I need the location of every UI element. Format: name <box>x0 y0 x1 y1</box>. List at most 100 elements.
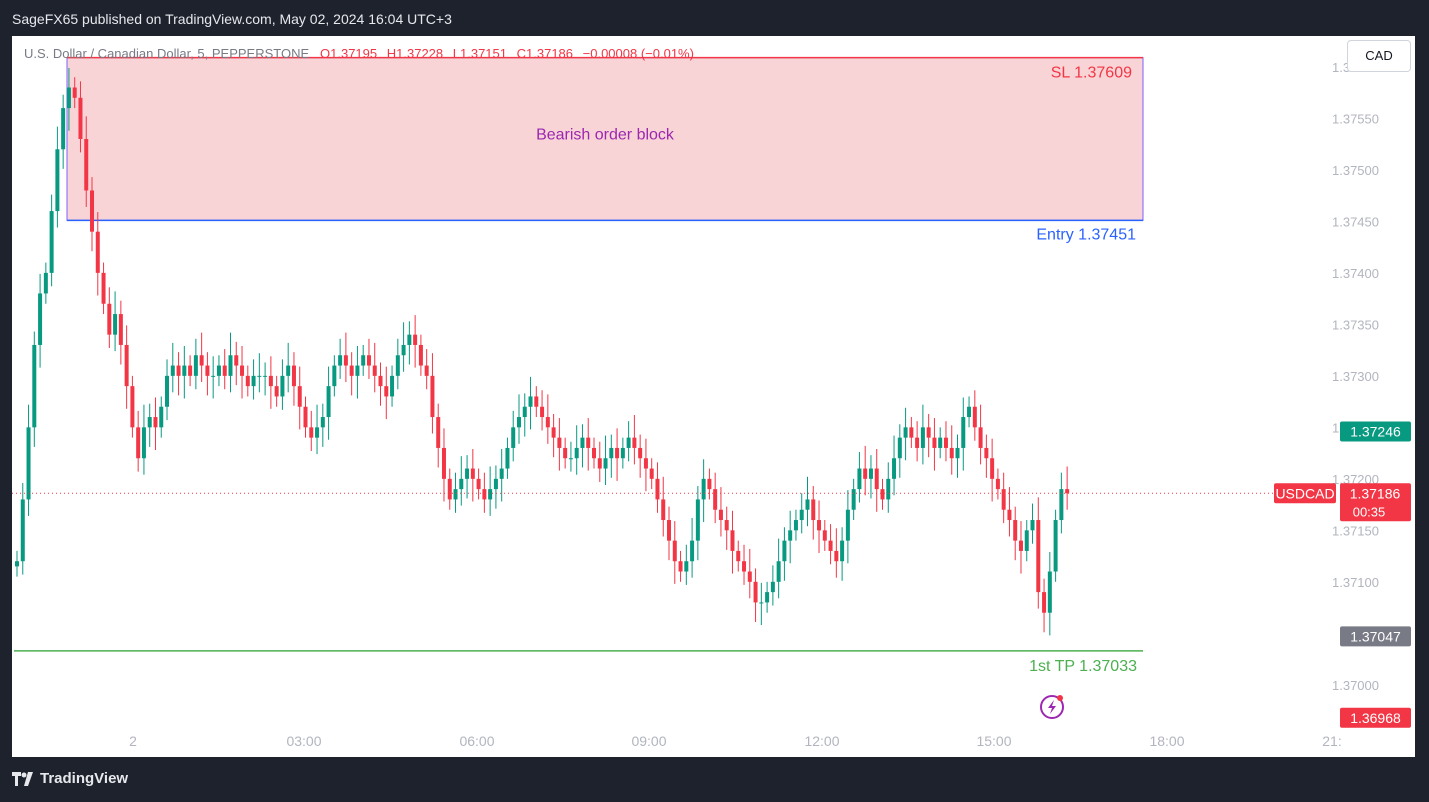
candle-body[interactable] <box>395 355 400 376</box>
candle-body[interactable] <box>245 375 250 387</box>
candle-body[interactable] <box>303 406 308 428</box>
candle-body[interactable] <box>742 561 747 572</box>
candle-body[interactable] <box>361 355 366 366</box>
candle-body[interactable] <box>1047 571 1052 613</box>
candle-body[interactable] <box>620 447 625 459</box>
candle-body[interactable] <box>95 231 100 273</box>
candle-body[interactable] <box>892 458 897 479</box>
candle-body[interactable] <box>534 396 539 407</box>
candle-body[interactable] <box>805 499 810 510</box>
candle-body[interactable] <box>297 386 302 407</box>
candle-body[interactable] <box>338 355 343 366</box>
candle-body[interactable] <box>38 293 43 345</box>
candle-body[interactable] <box>15 561 19 567</box>
candle-body[interactable] <box>834 550 839 562</box>
candle-body[interactable] <box>701 478 706 500</box>
candle-body[interactable] <box>170 365 175 376</box>
candle-body[interactable] <box>713 489 718 510</box>
candle-body[interactable] <box>257 375 262 377</box>
candle-body[interactable] <box>101 272 106 304</box>
candle-body[interactable] <box>540 406 545 418</box>
tradingview-logo[interactable]: TradingView <box>12 770 128 787</box>
candle-body[interactable] <box>661 499 666 521</box>
candle-body[interactable] <box>320 417 325 428</box>
candle-body[interactable] <box>886 478 891 500</box>
candle-body[interactable] <box>551 427 556 438</box>
candle-body[interactable] <box>516 417 521 428</box>
lightning-alert-icon[interactable] <box>1040 695 1064 719</box>
candle-body[interactable] <box>107 303 112 335</box>
candle-body[interactable] <box>222 365 227 376</box>
candle-body[interactable] <box>26 427 31 500</box>
symbol-tag-bg[interactable] <box>1274 483 1336 504</box>
candle-body[interactable] <box>90 190 95 232</box>
candle-body[interactable] <box>199 355 204 366</box>
candle-body[interactable] <box>938 437 943 448</box>
candle-body[interactable] <box>655 478 660 500</box>
candle-body[interactable] <box>828 540 833 551</box>
candle-body[interactable] <box>1036 520 1041 593</box>
candle-body[interactable] <box>874 468 879 490</box>
candle-body[interactable] <box>263 375 268 377</box>
candle-body[interactable] <box>1018 540 1023 551</box>
candle-body[interactable] <box>776 561 781 582</box>
candle-body[interactable] <box>649 468 654 479</box>
candle-body[interactable] <box>499 468 504 479</box>
candle-body[interactable] <box>909 427 914 438</box>
candle-body[interactable] <box>528 396 533 407</box>
candle-body[interactable] <box>949 447 954 459</box>
price-axis[interactable] <box>1280 36 1415 757</box>
candle-body[interactable] <box>476 478 481 490</box>
candle-body[interactable] <box>141 427 146 459</box>
candle-body[interactable] <box>136 427 141 459</box>
candle-body[interactable] <box>424 365 429 376</box>
candle-body[interactable] <box>690 540 695 562</box>
candle-body[interactable] <box>326 386 331 418</box>
candle-body[interactable] <box>863 468 868 479</box>
candle-body[interactable] <box>747 571 752 582</box>
candle-body[interactable] <box>430 375 435 418</box>
candle-body[interactable] <box>147 417 152 428</box>
candle-body[interactable] <box>609 447 614 459</box>
candle-body[interactable] <box>770 581 775 593</box>
candle-body[interactable] <box>355 365 360 376</box>
candle-body[interactable] <box>228 355 233 376</box>
candle-body[interactable] <box>205 365 210 376</box>
candle-body[interactable] <box>441 447 446 479</box>
candle-body[interactable] <box>915 437 920 448</box>
candle-body[interactable] <box>72 87 77 98</box>
candle-body[interactable] <box>926 427 931 438</box>
candle-body[interactable] <box>868 468 873 479</box>
candle-body[interactable] <box>407 334 412 345</box>
candle-body[interactable] <box>857 468 862 490</box>
candle-body[interactable] <box>234 355 239 366</box>
candle-body[interactable] <box>995 478 1000 490</box>
low-price-tag-bg[interactable] <box>1340 626 1411 647</box>
candle-body[interactable] <box>961 417 966 448</box>
candle-body[interactable] <box>465 468 470 479</box>
candle-body[interactable] <box>920 427 925 448</box>
candle-body[interactable] <box>240 365 245 376</box>
candle-body[interactable] <box>274 386 279 397</box>
candle-body[interactable] <box>390 375 395 397</box>
candle-body[interactable] <box>718 509 723 521</box>
candle-body[interactable] <box>788 530 793 541</box>
candle-body[interactable] <box>851 489 856 510</box>
candle-body[interactable] <box>765 592 770 603</box>
candle-body[interactable] <box>678 561 683 572</box>
candle-body[interactable] <box>280 375 285 397</box>
candle-body[interactable] <box>932 437 937 448</box>
candle-body[interactable] <box>799 509 804 521</box>
candle-body[interactable] <box>66 87 71 109</box>
candle-body[interactable] <box>413 334 418 345</box>
candle-body[interactable] <box>459 478 464 490</box>
candle-body[interactable] <box>20 499 25 562</box>
candle-body[interactable] <box>822 530 827 541</box>
candle-body[interactable] <box>251 375 256 387</box>
candle-body[interactable] <box>545 417 550 428</box>
candle-body[interactable] <box>730 530 735 551</box>
candle-body[interactable] <box>49 211 54 273</box>
candle-body[interactable] <box>61 108 66 150</box>
candle-body[interactable] <box>55 149 60 212</box>
candle-body[interactable] <box>118 314 123 345</box>
